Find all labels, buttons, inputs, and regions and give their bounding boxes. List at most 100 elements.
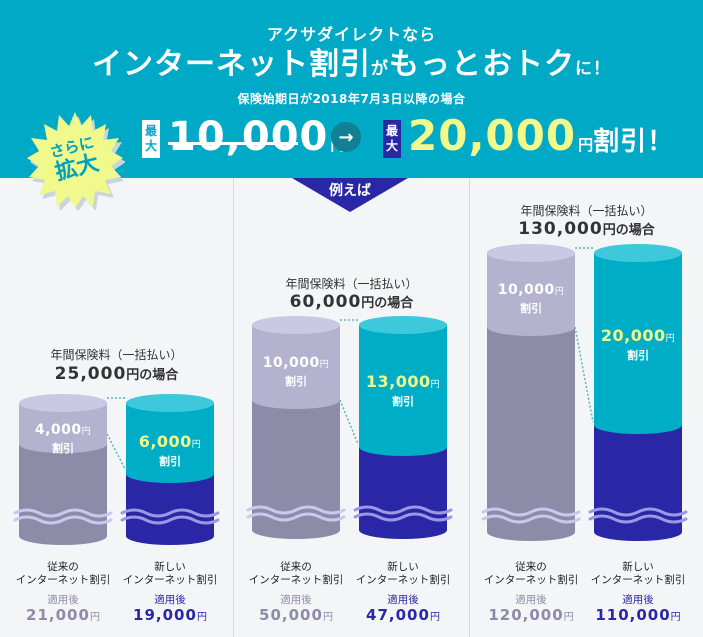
yen-unit: 円 xyxy=(322,612,333,623)
new-discount-label: 20,000円 割引 xyxy=(594,326,682,363)
new-after-amount: 19,000円 xyxy=(115,606,225,624)
premium-caption: 年間保険料（一括払い） xyxy=(50,348,183,362)
new-applied-label: 適用後 xyxy=(622,594,654,606)
example-tab-triangle xyxy=(292,178,408,212)
new-discount-title: 新しい インターネット割引 xyxy=(115,561,225,587)
new-after-value: 47,000 xyxy=(366,606,430,624)
old-discount-value: 10,000 xyxy=(262,355,320,371)
new-discount-value: 6,000 xyxy=(138,432,192,451)
hero-title-part: に！ xyxy=(575,59,611,79)
hero-title: インターネット割引がもっとおトクに！ xyxy=(0,45,703,89)
new-discount-label: 13,000円 割引 xyxy=(359,372,447,409)
old-discount-value: 10,000 xyxy=(497,282,555,298)
old-discount-label: 10,000円 割引 xyxy=(487,279,575,316)
old-discount-cylinder: 4,000円 割引 xyxy=(13,394,113,554)
old-after-amount: 21,000円 xyxy=(8,606,118,624)
premium-amount: 130,000円の場合 xyxy=(470,219,703,239)
premium-amount: 25,000円の場合 xyxy=(0,364,233,384)
old-discount-cylinder: 10,000円割引 xyxy=(246,316,346,548)
yen-unit: 円 xyxy=(602,223,616,238)
label-line: 従来の xyxy=(280,561,312,573)
label-line: 新しい xyxy=(387,561,419,573)
yen-unit: 円 xyxy=(554,287,565,297)
wave-break-icon xyxy=(120,508,220,525)
old-discount-segment xyxy=(252,325,340,400)
strikethrough-line xyxy=(168,142,298,145)
new-discount-value: 13,000 xyxy=(365,372,431,391)
old-applied-label: 適用後 xyxy=(47,594,79,606)
new-discount-segment xyxy=(359,325,447,447)
new-applied-label: 適用後 xyxy=(387,594,419,606)
yen-unit: 円 xyxy=(429,612,440,623)
old-after-amount: 50,000円 xyxy=(241,606,351,624)
label-line: インターネット割引 xyxy=(248,574,344,586)
hero-title-part: もっとおトク xyxy=(389,47,575,82)
new-after-value: 110,000 xyxy=(595,606,671,624)
old-applied-label: 適用後 xyxy=(280,594,312,606)
old-discount-label: 10,000円割引 xyxy=(252,352,340,389)
new-remaining-segment xyxy=(126,474,214,536)
cylinder-cap xyxy=(594,244,682,262)
old-max-label: 最大 xyxy=(142,120,160,158)
new-discount-segment xyxy=(126,403,214,474)
new-after-value: 19,000 xyxy=(133,606,197,624)
old-discount-segment xyxy=(487,253,575,327)
premium-value: 25,000 xyxy=(54,364,127,384)
label-line: インターネット割引 xyxy=(122,574,218,586)
yen-unit: 円 xyxy=(665,334,676,344)
new-discount-title: 新しい インターネット割引 xyxy=(583,561,693,587)
new-applied-label: 適用後 xyxy=(154,594,186,606)
yen-unit: 円 xyxy=(196,612,207,623)
old-discount-cylinder: 10,000円 割引 xyxy=(481,244,581,550)
old-remaining-segment xyxy=(487,327,575,532)
yen-unit: 円 xyxy=(430,380,441,390)
wave-break-icon xyxy=(246,505,346,522)
label-line: インターネット割引 xyxy=(483,574,579,586)
old-after-value: 21,000 xyxy=(26,606,90,624)
yen-unit: 円 xyxy=(563,612,574,623)
premium-caption: 年間保険料（一括払い） xyxy=(520,204,653,218)
new-discount-title: 新しい インターネット割引 xyxy=(348,561,458,587)
case-suffix: の場合 xyxy=(374,296,414,311)
discount-suffix: 割引！ xyxy=(593,127,675,157)
yen-unit: 円 xyxy=(126,368,140,383)
yen-unit: 円 xyxy=(319,360,330,370)
label-line: 従来の xyxy=(47,561,79,573)
premium-amount: 60,000円の場合 xyxy=(234,292,469,312)
new-max-label: 最大 xyxy=(383,120,401,158)
dotted-connector xyxy=(340,319,360,445)
wave-break-icon xyxy=(13,508,113,525)
old-discount-title: 従来の インターネット割引 xyxy=(476,561,586,587)
new-max-discount: 20,000 円割引！ xyxy=(408,110,674,171)
wave-break-icon xyxy=(588,507,688,524)
wave-break-icon xyxy=(481,507,581,524)
new-discount-segment xyxy=(594,253,682,425)
yen-unit: 円 xyxy=(89,612,100,623)
max-char: 大 xyxy=(144,139,157,153)
new-discount-cylinder: 20,000円 割引 xyxy=(588,244,688,550)
new-discount-label: 6,000円 割引 xyxy=(126,432,214,469)
max-char: 最 xyxy=(144,124,157,138)
starburst-badge-icon xyxy=(27,112,125,210)
yen-unit: 円 xyxy=(361,296,375,311)
old-discount-label: 4,000円 割引 xyxy=(19,419,107,456)
premium-caption: 年間保険料（一括払い） xyxy=(285,277,418,291)
max-char: 最 xyxy=(385,124,398,138)
label-line: 新しい xyxy=(154,561,186,573)
premium-value: 60,000 xyxy=(289,292,362,312)
label-line: 新しい xyxy=(622,561,654,573)
discount-word: 割引 xyxy=(285,375,307,388)
premium-value: 130,000 xyxy=(518,219,603,239)
discount-word: 割引 xyxy=(52,442,74,455)
new-max-amount: 20,000 xyxy=(408,111,577,160)
dotted-connector xyxy=(575,247,595,423)
yen-unit: 円 xyxy=(191,440,202,450)
case-panel-3: 年間保険料（一括払い） 130,000円の場合 10,000円 割引 20,000… xyxy=(470,178,703,637)
cylinder-cap xyxy=(126,394,214,412)
old-discount-title: 従来の インターネット割引 xyxy=(241,561,351,587)
yen-unit: 円 xyxy=(578,136,594,154)
dotted-connector xyxy=(107,397,127,470)
case-suffix: の場合 xyxy=(615,223,655,238)
new-discount-cylinder: 6,000円 割引 xyxy=(120,394,220,554)
old-discount-value: 4,000 xyxy=(34,422,82,438)
